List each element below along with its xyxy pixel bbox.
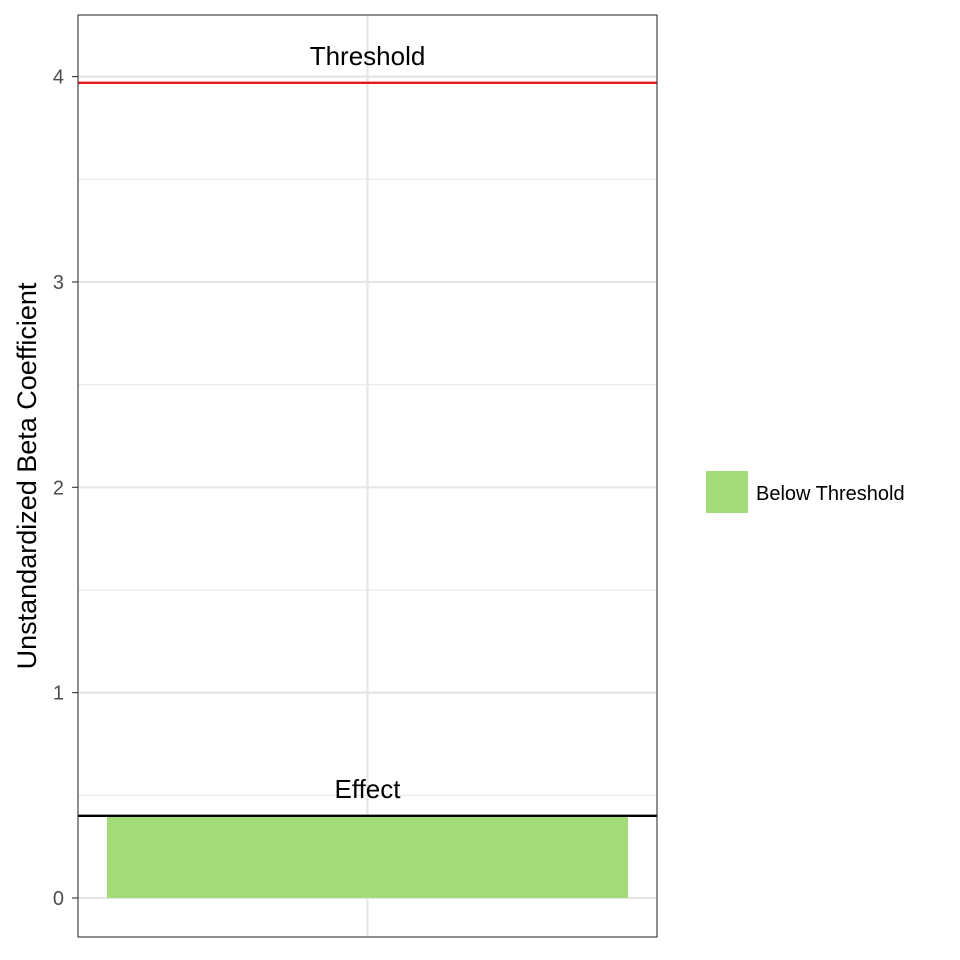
bars — [106, 815, 629, 898]
y-axis-ticks: 0 1 2 3 4 — [53, 67, 78, 910]
legend-label-below-threshold: Below Threshold — [756, 483, 905, 505]
y-tick-label: 4 — [53, 67, 64, 89]
y-tick-label: 0 — [53, 888, 64, 910]
effect-label: Effect — [334, 774, 401, 804]
y-tick-label: 2 — [53, 477, 64, 499]
y-tick-label: 1 — [53, 683, 64, 705]
y-axis-title: Unstandardized Beta Coefficient — [12, 282, 42, 669]
legend: Below Threshold — [706, 471, 905, 513]
reference-lines: Threshold Effect — [78, 41, 657, 818]
grid — [78, 15, 657, 937]
y-tick-label: 3 — [53, 272, 64, 294]
bar — [106, 815, 629, 898]
threshold-label: Threshold — [310, 41, 426, 71]
legend-key-below-threshold — [706, 471, 748, 513]
panel-border — [77, 14, 658, 938]
